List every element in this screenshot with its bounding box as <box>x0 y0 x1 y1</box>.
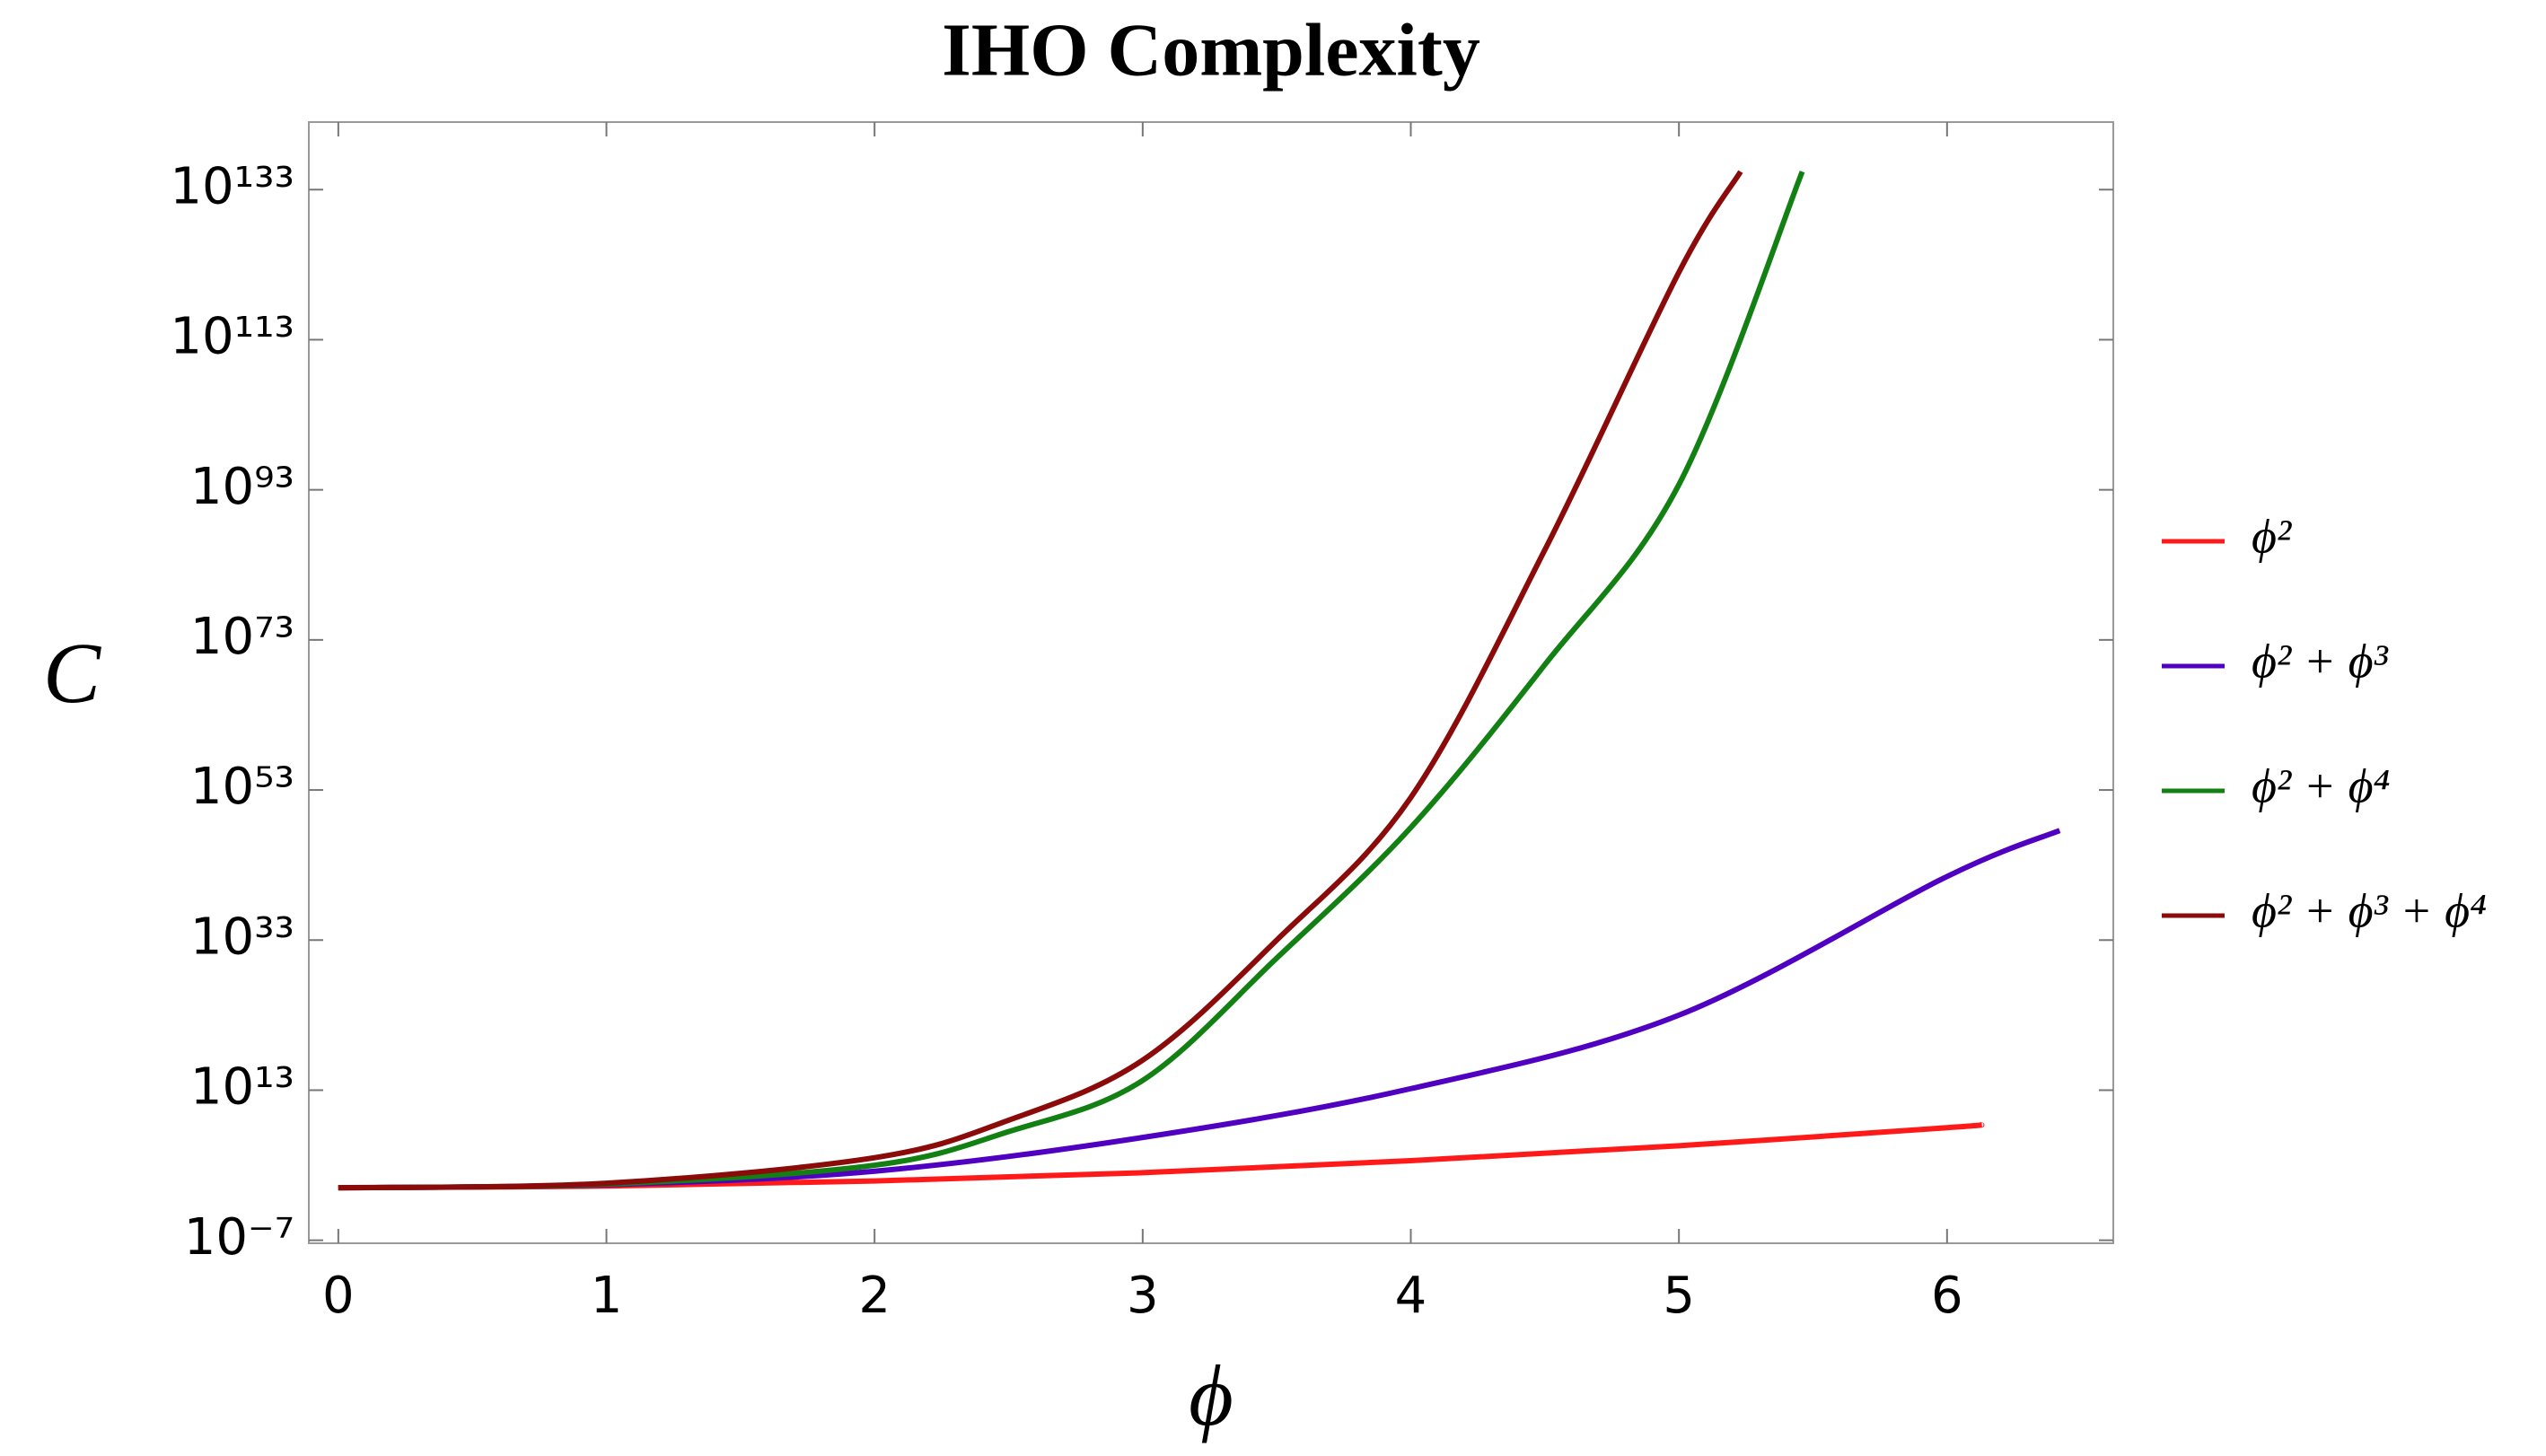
x-tick-label: 5 <box>1663 1267 1695 1325</box>
series-line <box>338 171 1805 1191</box>
legend-label: ϕ² + ϕ³ <box>2252 634 2389 688</box>
x-tick-label: 6 <box>1931 1267 1963 1325</box>
series-line <box>338 828 2061 1191</box>
legend-label: ϕ² + ϕ³ + ϕ⁴ <box>2252 883 2487 937</box>
y-axis-label: C <box>43 625 101 721</box>
series-line <box>338 170 1743 1191</box>
y-tick-label: 10⁻⁷ <box>184 1208 294 1267</box>
y-tick-label: 10⁹³ <box>190 458 294 516</box>
x-tick-label: 0 <box>322 1267 355 1325</box>
y-tick-label: 10¹³ <box>190 1058 294 1117</box>
x-tick-label: 4 <box>1395 1267 1427 1325</box>
chart-title: IHO Complexity <box>942 8 1480 92</box>
x-tick-label: 1 <box>591 1267 623 1325</box>
y-tick-label: 10¹¹³ <box>170 308 294 366</box>
x-tick-label: 3 <box>1127 1267 1159 1325</box>
x-axis-label: ϕ <box>1189 1347 1233 1443</box>
y-tick-label: 10⁷³ <box>190 608 294 666</box>
y-tick-label: 10³³ <box>190 908 294 966</box>
y-tick-label: 10¹³³ <box>170 157 294 215</box>
legend-label: ϕ² + ϕ⁴ <box>2252 759 2390 812</box>
plot-frame <box>308 121 2114 1244</box>
y-tick-label: 10⁵³ <box>190 758 294 816</box>
legend-label: ϕ² <box>2252 509 2292 563</box>
x-tick-label: 2 <box>858 1267 891 1325</box>
